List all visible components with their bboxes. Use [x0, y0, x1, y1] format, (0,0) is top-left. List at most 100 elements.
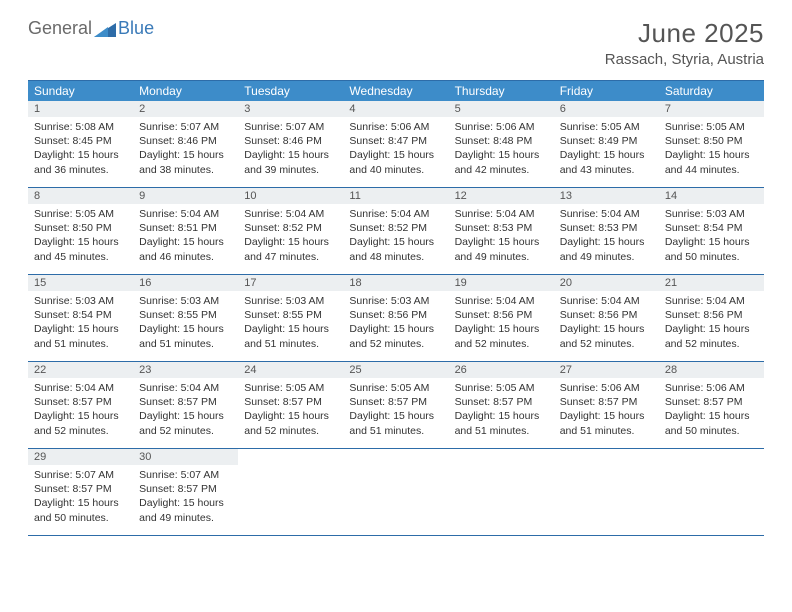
sunrise-line: Sunrise: 5:08 AM: [34, 120, 127, 134]
sunset-line: Sunset: 8:57 PM: [455, 395, 548, 409]
day-cell: [449, 449, 554, 535]
sunrise-line: Sunrise: 5:07 AM: [244, 120, 337, 134]
day-body: Sunrise: 5:04 AMSunset: 8:56 PMDaylight:…: [449, 291, 554, 355]
day-cell: 24Sunrise: 5:05 AMSunset: 8:57 PMDayligh…: [238, 362, 343, 448]
sunrise-line: Sunrise: 5:07 AM: [139, 120, 232, 134]
day-body: Sunrise: 5:04 AMSunset: 8:52 PMDaylight:…: [238, 204, 343, 268]
sunset-line: Sunset: 8:57 PM: [34, 482, 127, 496]
day-body: Sunrise: 5:05 AMSunset: 8:50 PMDaylight:…: [28, 204, 133, 268]
day-number: 5: [449, 101, 554, 117]
daylight-line: Daylight: 15 hours and 52 minutes.: [139, 409, 232, 437]
day-body: Sunrise: 5:08 AMSunset: 8:45 PMDaylight:…: [28, 117, 133, 181]
day-body: Sunrise: 5:03 AMSunset: 8:54 PMDaylight:…: [659, 204, 764, 268]
day-cell: 6Sunrise: 5:05 AMSunset: 8:49 PMDaylight…: [554, 101, 659, 187]
dow-cell: Thursday: [449, 81, 554, 101]
day-number: 23: [133, 362, 238, 378]
daylight-line: Daylight: 15 hours and 52 minutes.: [244, 409, 337, 437]
sunset-line: Sunset: 8:51 PM: [139, 221, 232, 235]
day-body: Sunrise: 5:05 AMSunset: 8:49 PMDaylight:…: [554, 117, 659, 181]
day-body: Sunrise: 5:06 AMSunset: 8:47 PMDaylight:…: [343, 117, 448, 181]
sunrise-line: Sunrise: 5:04 AM: [139, 381, 232, 395]
day-cell: 22Sunrise: 5:04 AMSunset: 8:57 PMDayligh…: [28, 362, 133, 448]
sunset-line: Sunset: 8:46 PM: [244, 134, 337, 148]
day-body: Sunrise: 5:04 AMSunset: 8:57 PMDaylight:…: [28, 378, 133, 442]
sunrise-line: Sunrise: 5:04 AM: [34, 381, 127, 395]
day-number: 30: [133, 449, 238, 465]
sunrise-line: Sunrise: 5:05 AM: [665, 120, 758, 134]
daylight-line: Daylight: 15 hours and 49 minutes.: [560, 235, 653, 263]
sunset-line: Sunset: 8:48 PM: [455, 134, 548, 148]
day-body: Sunrise: 5:07 AMSunset: 8:46 PMDaylight:…: [133, 117, 238, 181]
dow-cell: Monday: [133, 81, 238, 101]
dow-row: SundayMondayTuesdayWednesdayThursdayFrid…: [28, 81, 764, 101]
sunset-line: Sunset: 8:53 PM: [560, 221, 653, 235]
day-cell: 30Sunrise: 5:07 AMSunset: 8:57 PMDayligh…: [133, 449, 238, 535]
daylight-line: Daylight: 15 hours and 51 minutes.: [455, 409, 548, 437]
day-body: Sunrise: 5:06 AMSunset: 8:57 PMDaylight:…: [554, 378, 659, 442]
day-body: Sunrise: 5:04 AMSunset: 8:56 PMDaylight:…: [659, 291, 764, 355]
day-cell: 3Sunrise: 5:07 AMSunset: 8:46 PMDaylight…: [238, 101, 343, 187]
sunset-line: Sunset: 8:49 PM: [560, 134, 653, 148]
sunset-line: Sunset: 8:57 PM: [244, 395, 337, 409]
day-body: Sunrise: 5:05 AMSunset: 8:57 PMDaylight:…: [449, 378, 554, 442]
sunrise-line: Sunrise: 5:03 AM: [349, 294, 442, 308]
daylight-line: Daylight: 15 hours and 51 minutes.: [139, 322, 232, 350]
day-cell: 7Sunrise: 5:05 AMSunset: 8:50 PMDaylight…: [659, 101, 764, 187]
sunset-line: Sunset: 8:56 PM: [665, 308, 758, 322]
day-number: 8: [28, 188, 133, 204]
sunrise-line: Sunrise: 5:04 AM: [665, 294, 758, 308]
sunrise-line: Sunrise: 5:06 AM: [665, 381, 758, 395]
logo-text-blue: Blue: [118, 18, 154, 39]
daylight-line: Daylight: 15 hours and 51 minutes.: [34, 322, 127, 350]
sunset-line: Sunset: 8:57 PM: [349, 395, 442, 409]
day-cell: 15Sunrise: 5:03 AMSunset: 8:54 PMDayligh…: [28, 275, 133, 361]
week-row: 29Sunrise: 5:07 AMSunset: 8:57 PMDayligh…: [28, 449, 764, 536]
day-number: 21: [659, 275, 764, 291]
day-body: Sunrise: 5:04 AMSunset: 8:57 PMDaylight:…: [133, 378, 238, 442]
daylight-line: Daylight: 15 hours and 51 minutes.: [349, 409, 442, 437]
day-number: 20: [554, 275, 659, 291]
day-number: 7: [659, 101, 764, 117]
day-number: 2: [133, 101, 238, 117]
sunset-line: Sunset: 8:54 PM: [665, 221, 758, 235]
sunrise-line: Sunrise: 5:03 AM: [139, 294, 232, 308]
day-number: 15: [28, 275, 133, 291]
sunset-line: Sunset: 8:57 PM: [560, 395, 653, 409]
sunrise-line: Sunrise: 5:07 AM: [139, 468, 232, 482]
daylight-line: Daylight: 15 hours and 50 minutes.: [665, 409, 758, 437]
sunset-line: Sunset: 8:57 PM: [139, 395, 232, 409]
day-cell: 2Sunrise: 5:07 AMSunset: 8:46 PMDaylight…: [133, 101, 238, 187]
sunset-line: Sunset: 8:55 PM: [244, 308, 337, 322]
day-cell: [343, 449, 448, 535]
sunset-line: Sunset: 8:57 PM: [34, 395, 127, 409]
sunset-line: Sunset: 8:50 PM: [665, 134, 758, 148]
day-cell: 21Sunrise: 5:04 AMSunset: 8:56 PMDayligh…: [659, 275, 764, 361]
week-row: 8Sunrise: 5:05 AMSunset: 8:50 PMDaylight…: [28, 188, 764, 275]
sunrise-line: Sunrise: 5:03 AM: [665, 207, 758, 221]
week-row: 1Sunrise: 5:08 AMSunset: 8:45 PMDaylight…: [28, 101, 764, 188]
day-cell: 18Sunrise: 5:03 AMSunset: 8:56 PMDayligh…: [343, 275, 448, 361]
sunset-line: Sunset: 8:52 PM: [244, 221, 337, 235]
sunrise-line: Sunrise: 5:04 AM: [455, 207, 548, 221]
logo-triangle-icon: [94, 21, 116, 37]
day-cell: 5Sunrise: 5:06 AMSunset: 8:48 PMDaylight…: [449, 101, 554, 187]
day-number: 1: [28, 101, 133, 117]
sunrise-line: Sunrise: 5:05 AM: [34, 207, 127, 221]
day-cell: [659, 449, 764, 535]
day-body: Sunrise: 5:04 AMSunset: 8:51 PMDaylight:…: [133, 204, 238, 268]
sunrise-line: Sunrise: 5:05 AM: [560, 120, 653, 134]
day-cell: 10Sunrise: 5:04 AMSunset: 8:52 PMDayligh…: [238, 188, 343, 274]
daylight-line: Daylight: 15 hours and 52 minutes.: [34, 409, 127, 437]
day-body: Sunrise: 5:04 AMSunset: 8:53 PMDaylight:…: [449, 204, 554, 268]
day-cell: [238, 449, 343, 535]
location: Rassach, Styria, Austria: [605, 51, 764, 68]
day-cell: 14Sunrise: 5:03 AMSunset: 8:54 PMDayligh…: [659, 188, 764, 274]
day-cell: 26Sunrise: 5:05 AMSunset: 8:57 PMDayligh…: [449, 362, 554, 448]
daylight-line: Daylight: 15 hours and 52 minutes.: [349, 322, 442, 350]
sunrise-line: Sunrise: 5:04 AM: [349, 207, 442, 221]
day-number: 25: [343, 362, 448, 378]
sunrise-line: Sunrise: 5:06 AM: [455, 120, 548, 134]
header: General Blue June 2025 Rassach, Styria, …: [0, 0, 792, 74]
day-number: 6: [554, 101, 659, 117]
day-cell: 28Sunrise: 5:06 AMSunset: 8:57 PMDayligh…: [659, 362, 764, 448]
